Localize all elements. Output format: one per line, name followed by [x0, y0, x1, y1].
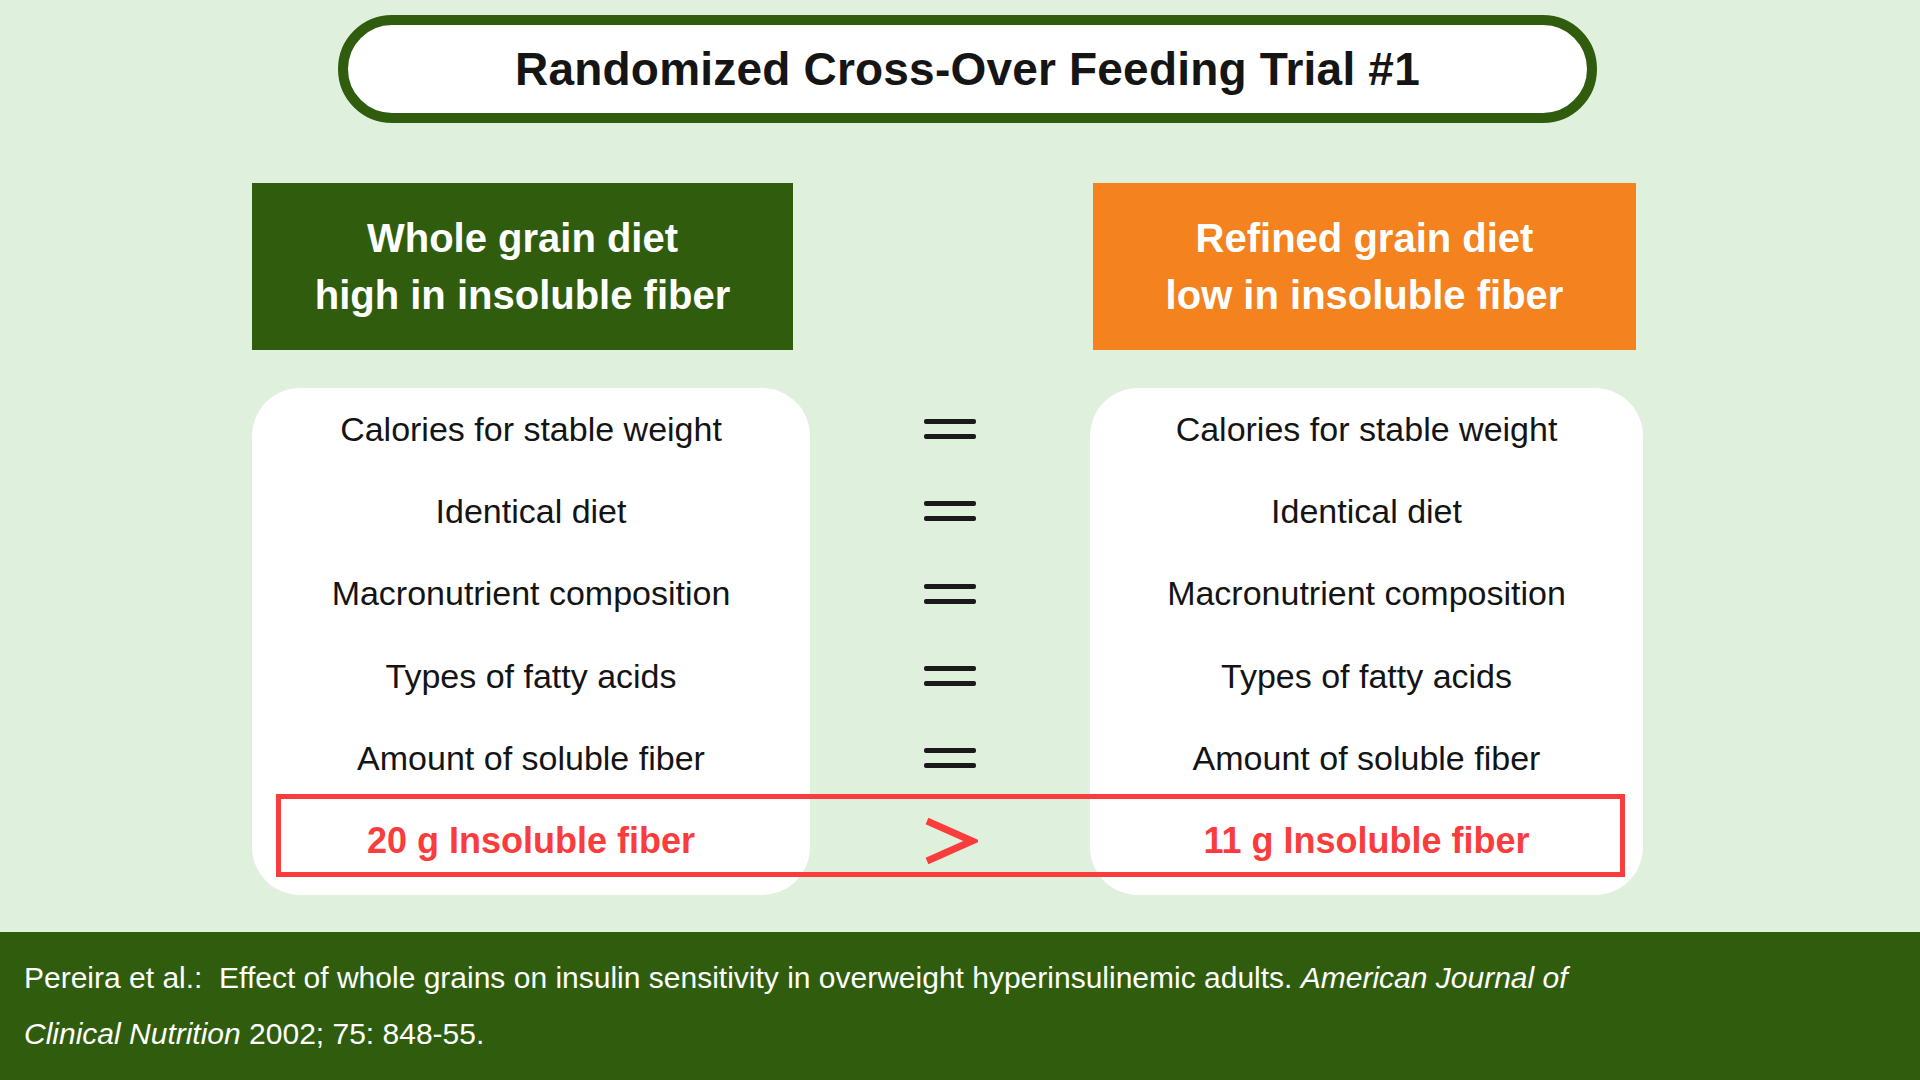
right-attribute-calories: Calories for stable weight [1090, 388, 1643, 470]
right-attribute-macronutrient: Macronutrient composition [1090, 553, 1643, 635]
left-insoluble-fiber-value: 20 g Insoluble fiber [252, 800, 810, 882]
citation-footer: Pereira et al.: Effect of whole grains o… [0, 932, 1920, 1080]
right-insoluble-fiber-value: 11 g Insoluble fiber [1090, 800, 1643, 882]
citation-line-2: Clinical Nutrition 2002; 75: 848-55. [24, 1006, 1896, 1062]
left-attribute-identical-diet: Identical diet [252, 470, 810, 552]
left-attribute-calories: Calories for stable weight [252, 388, 810, 470]
citation-year-volume-pages: 2002; 75: 848-55. [241, 1017, 485, 1050]
right-attribute-identical-diet: Identical diet [1090, 470, 1643, 552]
left-attribute-soluble-fiber: Amount of soluble fiber [252, 717, 810, 799]
refined-grain-header-line1: Refined grain diet [1196, 210, 1534, 267]
citation-line-1: Pereira et al.: Effect of whole grains o… [24, 950, 1896, 1006]
infographic-canvas: Randomized Cross-Over Feeding Trial #1 W… [0, 0, 1920, 1080]
citation-journal-name-continued: Clinical Nutrition [24, 1017, 241, 1050]
whole-grain-header-line2: high in insoluble fiber [315, 267, 731, 324]
equals-icon [810, 635, 1090, 717]
left-attribute-fatty-acids: Types of fatty acids [252, 635, 810, 717]
whole-grain-header-line1: Whole grain diet [367, 210, 678, 267]
refined-grain-diet-header: Refined grain diet low in insoluble fibe… [1093, 183, 1636, 350]
comparison-table: Calories for stable weight Calories for … [252, 388, 1643, 882]
right-attribute-fatty-acids: Types of fatty acids [1090, 635, 1643, 717]
right-attribute-soluble-fiber: Amount of soluble fiber [1090, 717, 1643, 799]
citation-journal-name: American Journal of [1301, 961, 1568, 994]
greater-than-icon [810, 800, 1090, 882]
equals-icon [810, 717, 1090, 799]
refined-grain-header-line2: low in insoluble fiber [1166, 267, 1564, 324]
equals-icon [810, 553, 1090, 635]
title-pill: Randomized Cross-Over Feeding Trial #1 [338, 15, 1597, 123]
whole-grain-diet-header: Whole grain diet high in insoluble fiber [252, 183, 793, 350]
citation-text: Pereira et al.: Effect of whole grains o… [24, 961, 1301, 994]
page-title: Randomized Cross-Over Feeding Trial #1 [515, 42, 1420, 96]
equals-icon [810, 470, 1090, 552]
left-attribute-macronutrient: Macronutrient composition [252, 553, 810, 635]
equals-icon [810, 388, 1090, 470]
